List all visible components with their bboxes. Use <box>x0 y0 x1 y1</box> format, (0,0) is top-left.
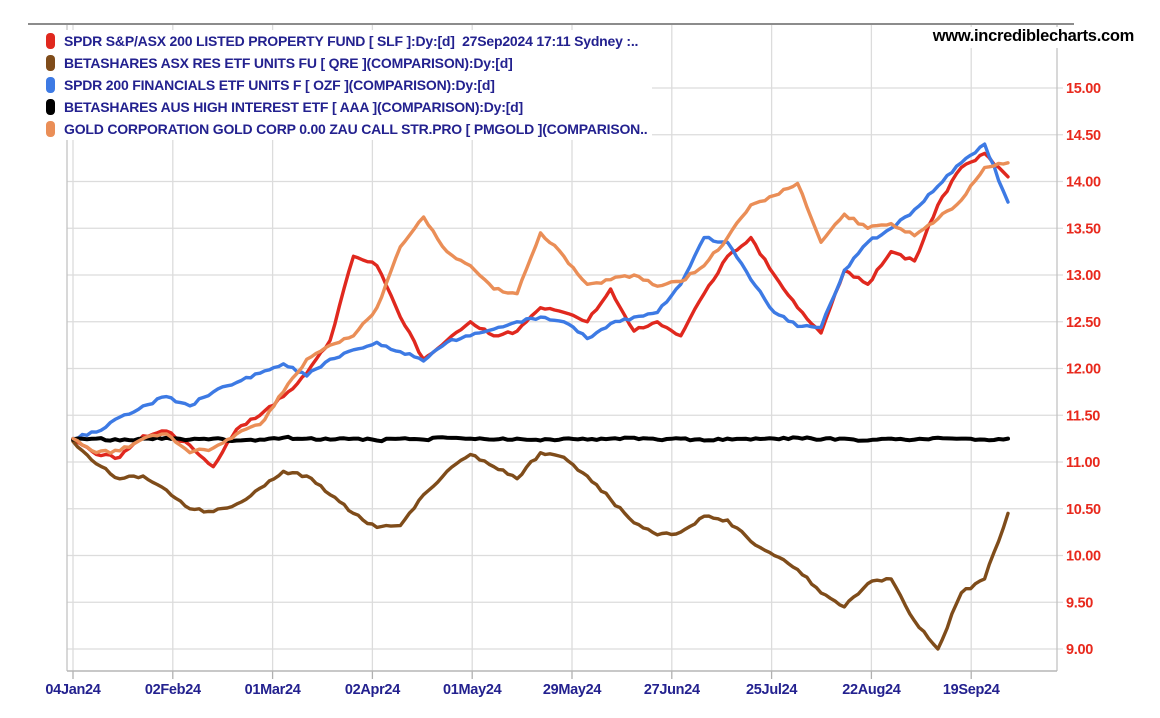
y-axis-tick-label: 13.00 <box>1066 268 1101 284</box>
legend-item-pmgold: GOLD CORPORATION GOLD CORP 0.00 ZAU CALL… <box>46 118 648 140</box>
y-axis-tick-label: 11.50 <box>1066 408 1100 424</box>
series-line-slf <box>71 151 1010 469</box>
y-axis-tick-label: 14.00 <box>1066 175 1101 191</box>
x-axis-tick-label: 25Jul24 <box>746 682 797 698</box>
legend-item-aaa: BETASHARES AUS HIGH INTEREST ETF [ AAA ]… <box>46 96 647 118</box>
series-line-ozf <box>71 142 1010 441</box>
legend-swatch-icon <box>46 55 55 71</box>
legend-item-label: SPDR 200 FINANCIALS ETF UNITS F [ OZF ](… <box>64 77 495 93</box>
legend-item-qre: BETASHARES ASX RES ETF UNITS FU [ QRE ](… <box>46 52 647 74</box>
y-axis-tick-label: 12.50 <box>1066 315 1101 331</box>
series-line-aaa <box>71 434 1010 444</box>
y-axis-tick-label: 14.50 <box>1066 128 1101 144</box>
x-axis-tick-label: 04Jan24 <box>45 682 100 698</box>
y-axis-tick-label: 15.00 <box>1066 81 1101 97</box>
legend-swatch-icon <box>46 33 55 49</box>
legend-swatch-icon <box>46 121 55 137</box>
x-axis-tick-label: 29May24 <box>543 682 602 698</box>
y-axis-tick-label: 10.50 <box>1066 502 1101 518</box>
chart-legend: SPDR S&P/ASX 200 LISTED PROPERTY FUND [ … <box>46 30 653 140</box>
x-axis-tick-label: 01May24 <box>443 682 502 698</box>
x-axis-tick-label: 22Aug24 <box>842 682 901 698</box>
legend-item-label: GOLD CORPORATION GOLD CORP 0.00 ZAU CALL… <box>64 121 648 137</box>
x-axis-tick-label: 02Apr24 <box>345 682 400 698</box>
legend-item-label: BETASHARES ASX RES ETF UNITS FU [ QRE ](… <box>64 55 513 71</box>
site-watermark: www.incrediblecharts.com <box>924 27 1136 48</box>
y-axis-tick-label: 10.00 <box>1066 549 1101 565</box>
y-axis-tick-label: 9.50 <box>1066 595 1093 611</box>
x-axis-tick-label: 01Mar24 <box>245 682 301 698</box>
series-line-qre <box>71 439 1010 651</box>
legend-item-label: SPDR S&P/ASX 200 LISTED PROPERTY FUND [ … <box>64 33 639 49</box>
series-line-pmgold <box>71 161 1010 455</box>
y-axis-tick-label: 12.00 <box>1066 362 1101 378</box>
x-axis-tick-label: 19Sep24 <box>943 682 1000 698</box>
legend-item-label: BETASHARES AUS HIGH INTEREST ETF [ AAA ]… <box>64 99 523 115</box>
legend-item-ozf: SPDR 200 FINANCIALS ETF UNITS F [ OZF ](… <box>46 74 647 96</box>
y-axis-tick-label: 9.00 <box>1066 642 1093 658</box>
legend-swatch-icon <box>46 99 55 115</box>
x-axis-tick-label: 27Jun24 <box>644 682 700 698</box>
legend-swatch-icon <box>46 77 55 93</box>
y-axis-tick-label: 13.50 <box>1066 221 1101 237</box>
y-axis-tick-label: 11.00 <box>1066 455 1100 471</box>
legend-item-slf: SPDR S&P/ASX 200 LISTED PROPERTY FUND [ … <box>46 30 647 52</box>
x-axis-tick-label: 02Feb24 <box>145 682 201 698</box>
